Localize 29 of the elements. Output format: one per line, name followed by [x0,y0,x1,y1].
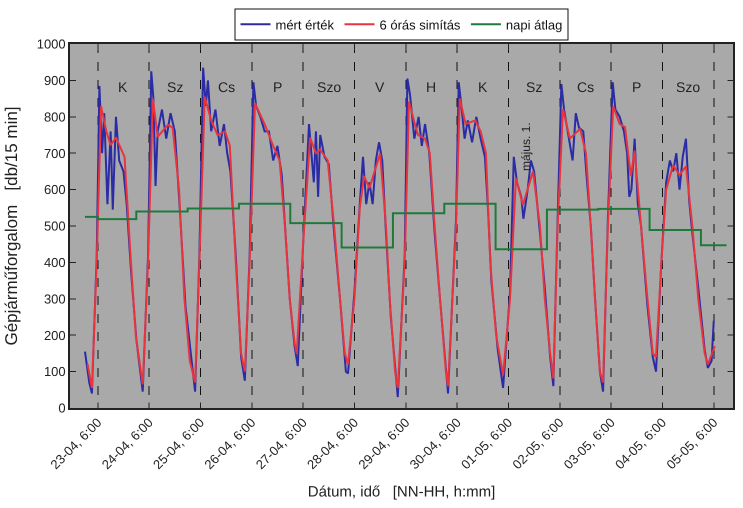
annotation: Szo [676,79,700,95]
y-tick-label: 600 [44,182,66,198]
x-axis-title: Dátum, idő [NN-HH, h:mm] [308,484,496,501]
y-tick-label: 200 [44,328,66,343]
y-tick-label: 100 [44,364,66,380]
annotation: P [273,79,282,95]
legend-label: 6 órás simítás [380,17,461,32]
y-tick-label: 900 [44,72,66,88]
annotation: május. 1. [519,122,534,172]
annotation: H [426,79,436,95]
y-tick-label: 0 [58,400,66,416]
annotation: V [375,79,385,95]
legend-label: napi átlag [506,17,562,32]
y-tick-label: 500 [44,218,66,234]
y-tick-label: 700 [44,146,66,161]
annotation: K [118,79,128,95]
annotation: Sz [526,79,542,95]
y-tick-label: 400 [44,254,66,270]
y-tick-label: 300 [44,291,66,306]
annotation: P [632,79,642,95]
y-tick-label: 1000 [36,36,66,52]
annotation: Cs [577,79,594,95]
y-tick-label: 800 [44,109,66,124]
y-axis-title: Gépjárműforgalom [db/15 min] [2,106,21,346]
annotation: Cs [218,79,236,95]
annotation: Szo [317,79,342,95]
annotation: K [478,79,488,95]
legend-label: mért érték [276,17,335,32]
annotation: Sz [167,79,184,95]
